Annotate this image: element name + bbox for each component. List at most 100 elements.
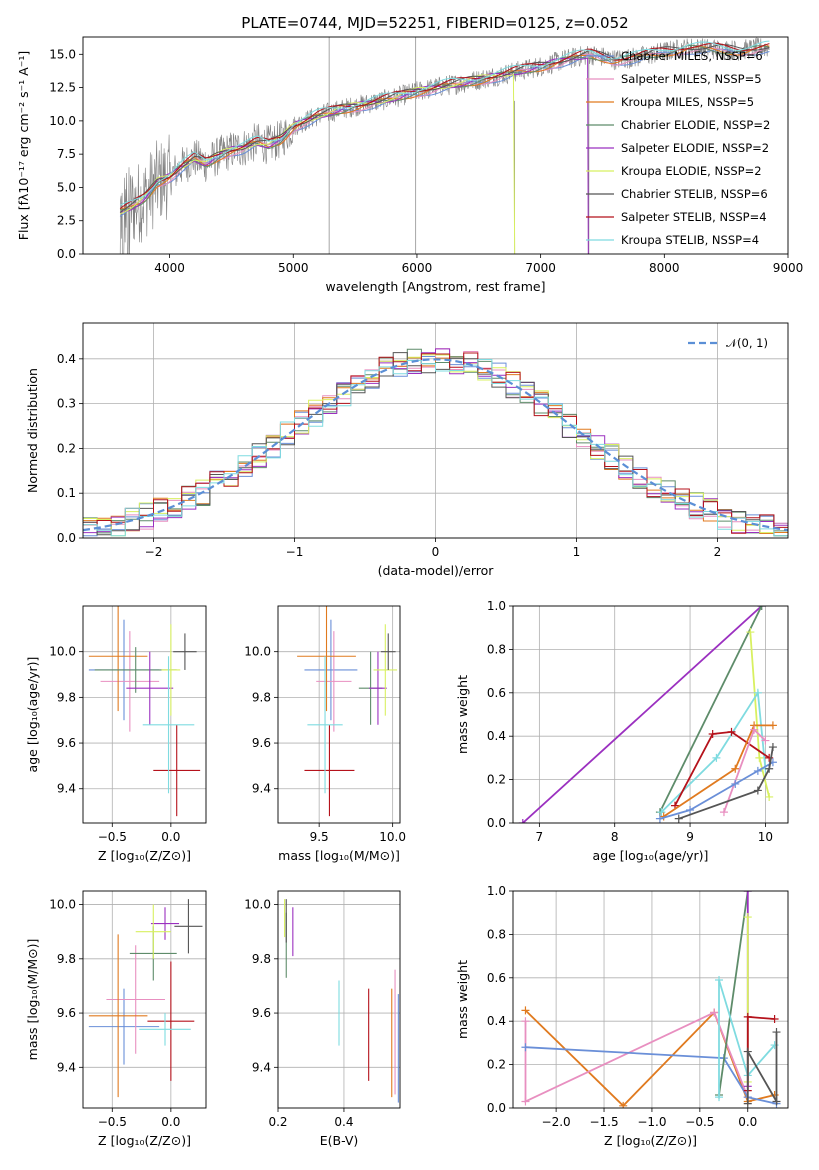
plot-area (297, 606, 398, 817)
y-tick-label: 0.4 (57, 352, 76, 366)
x-tick-label: 0.2 (268, 1115, 287, 1129)
y-tick-label: 10.0 (49, 645, 76, 659)
y-tick-label: 1.0 (487, 884, 506, 898)
weight-marker-chabrier_miles (753, 766, 762, 775)
plot-area (119, 37, 770, 254)
page-title: PLATE=0744, MJD=52251, FIBERID=0125, z=0… (241, 14, 628, 32)
weight-line-salpeter_elodie (522, 606, 763, 823)
weight-marker-chabrier_miles (731, 779, 740, 788)
residuals-panel: −2 −1 0 1 2 0.0 0.1 0.2 0.3 0.4 (data-model)/error… (25, 322, 789, 578)
legend-label-salpeter_miles: Salpeter MILES, NSSP=5 (621, 72, 762, 86)
x-axis-label: wavelength [Angstrom, rest frame] (325, 279, 545, 294)
weight-marker-chabrier_stelib (772, 1097, 781, 1106)
weight-line-salpeter_miles (524, 1011, 749, 1103)
axes-frame (82, 36, 789, 255)
x-axis-label: Z [log₁₀(Z/Z⊙)] (98, 848, 191, 863)
y-tick-label: 15.0 (49, 47, 76, 61)
x-tick-label: 0.4 (334, 1115, 353, 1129)
weight-marker-kroupa_elodie (743, 913, 752, 922)
model-spectrum-kroupa_stelib (119, 40, 770, 206)
plot-area (284, 899, 399, 1103)
y-tick-label: 0.4 (487, 729, 506, 743)
x-axis-label: Z [log₁₀(Z/Z⊙)] (98, 1133, 191, 1148)
weight-marker-salpeter_elodie (518, 819, 527, 823)
weight-line-kroupa_miles (663, 724, 773, 818)
massweight-vs-metallicity-panel: −2.0 −1.5 −1.0 −0.5 0.0 0.0 0.2 0.4 0.6 0.8 1.0 Z [… (455, 884, 789, 1148)
weight-marker-kroupa_stelib (753, 688, 762, 697)
y-tick-label: 10.0 (244, 898, 271, 912)
weight-marker-kroupa_elodie (755, 753, 764, 762)
weight-marker-salpeter_stelib (708, 730, 717, 739)
weight-marker-chabrier_miles (686, 805, 695, 814)
weight-marker-salpeter_miles (750, 725, 759, 734)
weight-marker-chabrier_stelib (753, 786, 762, 795)
axes-frame (82, 322, 789, 539)
weight-marker-salpeter_miles (710, 1008, 719, 1017)
x-tick-label: −0.5 (685, 1115, 714, 1129)
x-tick-label: −1.5 (589, 1115, 618, 1129)
axes-frame (512, 890, 789, 1109)
y-tick-label: 0.0 (57, 247, 76, 261)
weight-marker-salpeter_elodie (743, 891, 752, 895)
legend-label-kroupa_stelib: Kroupa STELIB, NSSP=4 (621, 233, 759, 247)
axes-frame (277, 890, 401, 1109)
y-tick-label: 0.2 (57, 441, 76, 455)
y-axis-label: Normed distribution (25, 368, 40, 493)
x-tick-label: 1 (573, 545, 581, 559)
weight-marker-salpeter_stelib (727, 727, 736, 736)
legend-label-chabrier_stelib: Chabrier STELIB, NSSP=6 (621, 187, 768, 201)
x-axis-label: age [log₁₀(age/yr)] (593, 848, 709, 863)
x-axis-label: (data-model)/error (378, 563, 495, 578)
weight-marker-chabrier_stelib (765, 764, 774, 773)
y-tick-label: 0.2 (487, 773, 506, 787)
weight-marker-chabrier_stelib (743, 1099, 752, 1108)
weight-marker-kroupa_stelib (715, 1093, 724, 1102)
x-axis-label: mass [log₁₀(M/M⊙)] (278, 848, 400, 863)
model-spectrum-chabrier_miles (119, 48, 770, 217)
weight-marker-kroupa_stelib (657, 808, 666, 817)
axes-frame (512, 605, 789, 824)
legend-label-normal: 𝒩(0, 1) (726, 336, 768, 350)
weight-line-salpeter_stelib (674, 730, 770, 807)
plot-area (521, 891, 781, 1108)
weight-marker-chabrier_miles (521, 1043, 530, 1052)
weight-marker-chabrier_miles (655, 814, 664, 823)
y-tick-label: 9.6 (57, 1006, 76, 1020)
residual-histogram-salpeter_stelib (83, 352, 788, 538)
weight-line-kroupa_stelib (718, 979, 776, 1098)
weight-marker-salpeter_miles (761, 736, 770, 745)
weight-marker-kroupa_elodie (746, 628, 755, 637)
weight-marker-kroupa_miles (731, 764, 740, 773)
mass-vs-ebv-panel: 0.2 0.4 9.4 9.6 9.8 10.0 E(B-V) (244, 890, 401, 1148)
y-tick-label: 9.8 (252, 952, 271, 966)
weight-marker-kroupa_miles (521, 1006, 530, 1015)
weight-marker-chabrier_stelib (674, 814, 683, 823)
weight-line-chabrier_stelib (746, 1032, 778, 1105)
y-tick-label: 10.0 (49, 114, 76, 128)
y-tick-label: 0.6 (487, 686, 506, 700)
y-tick-label: 10.0 (244, 645, 271, 659)
axes-frame (277, 605, 401, 824)
weight-line-kroupa_stelib (660, 690, 767, 813)
y-tick-label: 0.4 (487, 1014, 506, 1028)
y-axis-label: mass [log₁₀(M/M⊙)] (25, 939, 40, 1061)
legend-label-chabrier_elodie: Chabrier ELODIE, NSSP=2 (621, 118, 770, 132)
y-tick-label: 9.4 (57, 782, 76, 796)
y-axis-label: mass weight (455, 675, 470, 754)
plot-area (518, 606, 777, 823)
plot-area (88, 899, 203, 1098)
age-vs-mass-panel: 9.5 10.0 9.4 9.6 9.8 10.0 mass [log₁₀(M/M⊙)] (244, 605, 406, 863)
y-tick-label: 2.5 (57, 214, 76, 228)
x-tick-label: 10 (758, 830, 773, 844)
x-tick-label: −0.5 (98, 830, 127, 844)
y-tick-label: 0.6 (487, 971, 506, 985)
y-axis-label: mass weight (455, 960, 470, 1039)
weight-marker-salpeter_stelib (743, 1012, 752, 1021)
y-tick-label: 0.0 (487, 1101, 506, 1115)
y-tick-label: 9.4 (252, 782, 271, 796)
y-tick-label: 9.8 (57, 952, 76, 966)
legend-label-chabrier_miles: Chabrier MILES, NSSP=6 (621, 49, 763, 63)
weight-marker-salpeter_miles (521, 1097, 530, 1106)
x-tick-label: 5000 (278, 261, 309, 275)
